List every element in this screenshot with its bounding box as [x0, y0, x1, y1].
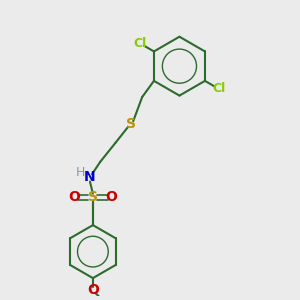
Text: O: O [69, 190, 81, 204]
Text: Cl: Cl [212, 82, 226, 95]
Text: Cl: Cl [133, 37, 146, 50]
Text: O: O [87, 284, 99, 298]
Text: N: N [84, 170, 96, 184]
Text: H: H [76, 166, 85, 179]
Text: S: S [88, 190, 98, 204]
Text: S: S [126, 117, 136, 130]
Text: O: O [105, 190, 117, 204]
